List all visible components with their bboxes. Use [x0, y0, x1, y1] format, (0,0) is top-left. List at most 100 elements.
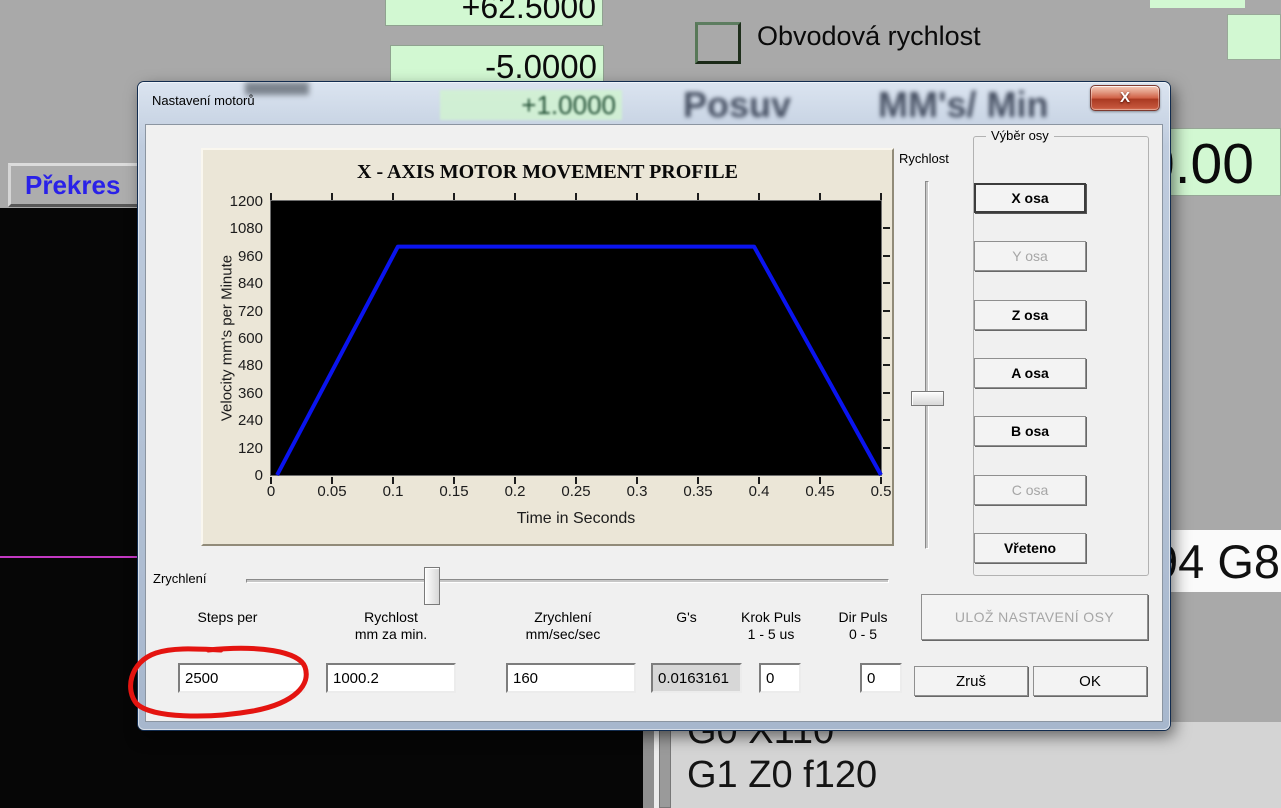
obvodova-led-indicator	[695, 22, 741, 64]
x-tick-mark	[331, 193, 333, 200]
y-tick-mark	[883, 309, 890, 312]
gs-field: G's	[651, 609, 742, 693]
save-axis-settings-button: ULOŽ NASTAVENÍ OSY	[921, 594, 1148, 640]
y-tick-mark	[883, 337, 890, 339]
x-tick-mark	[697, 193, 699, 200]
close-button[interactable]: X	[1090, 85, 1160, 111]
acceleration-field: Zrychlení mm/sec/sec	[506, 609, 636, 693]
axis-button-a-axis[interactable]: A osa	[974, 358, 1086, 388]
x-tick-mark	[453, 193, 455, 200]
ok-button[interactable]: OK	[1033, 666, 1147, 696]
glass-blur-artifact	[245, 82, 309, 95]
x-tick-mark	[758, 193, 760, 200]
gcode-modal-line: 94 G8	[1168, 530, 1281, 592]
x-tick-mark	[758, 477, 760, 484]
acceleration-slider-track[interactable]	[246, 579, 889, 583]
x-tick-label: 0.05	[317, 483, 347, 500]
glass-dro-value: +1.0000	[521, 90, 616, 120]
gs-input	[651, 663, 742, 693]
velocity-slider-track[interactable]	[925, 181, 929, 549]
dir-pulse-label: Dir Puls 0 - 5	[838, 609, 888, 642]
gcode-listing[interactable]: G0 X110 G1 Z0 f120	[671, 722, 1281, 808]
x-tick-mark	[819, 477, 821, 484]
velocity-field: Rychlost mm za min.	[326, 609, 456, 693]
y-tick-label: 480	[237, 357, 263, 375]
acceleration-label: Zrychlení mm/sec/sec	[525, 609, 601, 642]
dro-display-top-right-sliver	[1150, 0, 1245, 8]
x-tick-label: 0.45	[805, 483, 835, 500]
velocity-input[interactable]	[326, 663, 456, 693]
velocity-slider-thumb[interactable]	[911, 391, 944, 406]
y-tick-mark	[883, 446, 890, 449]
dro-value: 0.00	[1169, 132, 1254, 196]
dialog-title: Nastavení motorů	[152, 93, 255, 108]
x-tick-mark	[819, 193, 821, 200]
y-tick-mark	[883, 254, 890, 257]
axis-button-spindle[interactable]: Vřeteno	[974, 533, 1086, 563]
dro-display-right: 0.00	[1168, 128, 1281, 196]
axis-button-x-axis[interactable]: X osa	[974, 183, 1086, 213]
x-tick-label: 0	[266, 483, 276, 500]
steps-per-input[interactable]	[178, 663, 305, 693]
gs-label: G's	[676, 609, 697, 625]
x-tick-label: 0.25	[561, 483, 591, 500]
glass-blur-posuv-units: MM's/ Min	[878, 84, 1049, 124]
y-tick-mark	[883, 391, 890, 394]
y-tick-label: 0	[254, 467, 263, 484]
step-pulse-input[interactable]	[759, 663, 801, 693]
x-tick-mark	[270, 477, 272, 484]
y-tick-mark	[883, 227, 890, 230]
y-tick-mark	[883, 364, 890, 367]
dro-value: -5.0000	[485, 48, 597, 85]
glass-blur-posuv-label: Posuv	[683, 84, 792, 124]
glass-blur-dro: +1.0000	[440, 90, 622, 120]
dir-pulse-input[interactable]	[860, 663, 902, 693]
x-tick-label: 0.4	[748, 483, 770, 500]
x-tick-mark	[331, 477, 333, 484]
obvodova-rychlost-label: Obvodová rychlost	[757, 21, 981, 51]
y-tick-mark	[883, 282, 890, 285]
motor-tuning-dialog: +1.0000 Posuv MM's/ Min Nastavení motorů…	[138, 82, 1170, 730]
x-tick-label: 0.3	[626, 483, 648, 500]
prekres-button[interactable]: Překres	[8, 163, 141, 207]
y-tick-label: 360	[237, 384, 263, 402]
dir-pulse-field: Dir Puls 0 - 5	[838, 609, 902, 693]
axis-button-y-axis: Y osa	[974, 241, 1086, 271]
x-tick-mark	[514, 193, 516, 200]
x-tick-mark	[636, 477, 638, 484]
chart-plot-area: 0 120 240 360 480 600 720 840 960 1080 1200 0 0.05 0.…	[230, 193, 891, 500]
x-tick-mark	[514, 477, 516, 484]
gcode-modal-text: 94 G8	[1168, 535, 1281, 588]
x-tick-mark	[636, 193, 638, 200]
chart-title: X - AXIS MOTOR MOVEMENT PROFILE	[357, 161, 738, 183]
axis-group-title: Výběr osy	[986, 128, 1054, 143]
dro-display-top-right	[1227, 14, 1281, 60]
x-tick-label: 0.5	[870, 483, 892, 500]
step-pulse-label: Krok Puls 1 - 5 us	[741, 609, 801, 642]
axis-button-z-axis[interactable]: Z osa	[974, 300, 1086, 330]
y-tick-mark	[883, 419, 890, 422]
gcode-scrollbar-gap	[654, 726, 659, 808]
toolpath-line	[0, 556, 141, 558]
gcode-scrollbar-thumb[interactable]	[659, 726, 671, 808]
x-tick-label: 0.1	[382, 483, 404, 500]
axis-selection-group: Výběr osy	[973, 128, 1149, 576]
velocity-profile-line	[275, 244, 883, 476]
acceleration-slider-thumb[interactable]	[424, 567, 440, 605]
steps-per-label: Steps per	[197, 609, 258, 625]
x-tick-mark	[697, 477, 699, 484]
dialog-titlebar[interactable]: +1.0000 Posuv MM's/ Min Nastavení motorů	[138, 82, 1170, 124]
x-tick-mark	[880, 477, 882, 484]
axis-button-b-axis[interactable]: B osa	[974, 416, 1086, 446]
x-tick-label: 0.35	[683, 483, 713, 500]
gcode-scrollbar-track[interactable]	[643, 726, 654, 808]
x-tick-mark	[575, 477, 577, 484]
dro-display-top: +62.5000	[385, 0, 603, 26]
steps-per-field: Steps per	[178, 609, 305, 693]
x-tick-mark	[392, 193, 394, 200]
axis-button-c-axis: C osa	[974, 475, 1086, 505]
velocity-slider-label: Rychlost	[899, 151, 949, 166]
velocity-profile-line-svg	[275, 244, 883, 476]
cancel-button[interactable]: Zruš	[914, 666, 1028, 696]
acceleration-input[interactable]	[506, 663, 636, 693]
